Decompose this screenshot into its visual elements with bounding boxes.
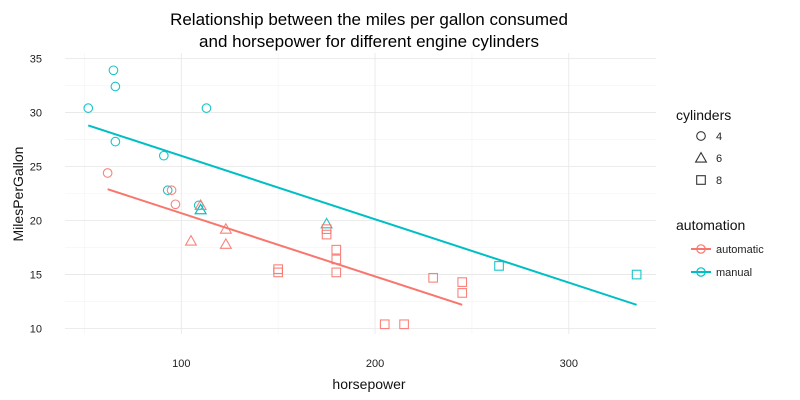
- y-tick-label: 35: [30, 53, 42, 65]
- legend-key-circle: [696, 131, 706, 141]
- grid: [65, 53, 656, 334]
- data-point-square: [494, 261, 504, 271]
- data-point-square: [331, 267, 342, 278]
- data-point-triangle: [194, 198, 207, 210]
- data-point-circle: [201, 103, 212, 113]
- y-tick-label: 15: [30, 270, 42, 282]
- legend-label-automatic: automatic: [716, 244, 764, 256]
- legend-color-entries: automatic manual: [691, 244, 764, 279]
- y-tick-label: 10: [30, 324, 42, 336]
- data-point-triangle: [219, 237, 233, 249]
- data-point-square: [457, 288, 468, 298]
- data-point-square: [379, 319, 390, 330]
- data-point-circle: [110, 136, 121, 147]
- legend-key-circle-automatic: [696, 244, 706, 254]
- data-point-square: [331, 244, 342, 255]
- legend-key-triangle: [694, 151, 708, 163]
- data-point-triangle: [184, 234, 198, 246]
- data-point-square: [331, 254, 342, 265]
- data-point-circle: [110, 81, 121, 92]
- data-point-triangle: [320, 217, 333, 229]
- x-axis-ticks: 100 200 300: [172, 358, 578, 370]
- data-point-square: [273, 267, 283, 278]
- data-point-square: [321, 224, 332, 235]
- legend-label-cyl-8: 8: [716, 175, 722, 187]
- regression-lines: [87, 124, 637, 306]
- legend-label-cyl-6: 6: [716, 153, 722, 165]
- legend-shape-entries: 4 6 8: [694, 131, 722, 187]
- x-tick-label: 200: [366, 358, 384, 370]
- legend-label-manual: manual: [716, 267, 752, 279]
- legend-title-cylinders: cylinders: [676, 107, 731, 123]
- data-point-square: [321, 229, 332, 240]
- x-tick-label: 100: [172, 358, 190, 370]
- y-axis-label: MilesPerGallon: [10, 147, 26, 242]
- data-point-circle: [102, 168, 113, 178]
- legend: cylinders 4 6 8 automation automatic manual: [676, 107, 764, 279]
- legend-label-cyl-4: 4: [716, 131, 722, 143]
- data-points: [83, 65, 642, 330]
- data-point-circle: [166, 185, 177, 196]
- data-point-circle: [170, 199, 181, 210]
- data-point-square: [399, 319, 409, 330]
- chart-title-line-1: Relationship between the miles per gallo…: [170, 10, 568, 29]
- fit-line-automatic: [107, 188, 463, 306]
- fit-line-manual: [87, 124, 637, 306]
- y-tick-label: 25: [30, 161, 42, 173]
- chart-title-line-2: and horsepower for different engine cyli…: [199, 32, 539, 51]
- data-point-circle: [162, 185, 173, 196]
- data-point-square: [457, 277, 468, 287]
- data-point-circle: [108, 65, 119, 76]
- x-tick-label: 300: [560, 358, 578, 370]
- data-point-square: [631, 269, 642, 280]
- data-point-triangle: [219, 222, 233, 234]
- y-tick-label: 20: [30, 216, 42, 228]
- y-axis-ticks: 10 15 20 25 30 35: [30, 53, 42, 335]
- y-tick-label: 30: [30, 107, 42, 119]
- data-point-square: [428, 272, 439, 283]
- legend-key-circle-manual: [696, 267, 706, 277]
- x-axis-label: horsepower: [332, 376, 405, 392]
- data-point-circle: [158, 150, 169, 161]
- data-point-circle: [83, 103, 94, 113]
- legend-key-square: [696, 175, 706, 185]
- legend-title-automation: automation: [676, 217, 745, 233]
